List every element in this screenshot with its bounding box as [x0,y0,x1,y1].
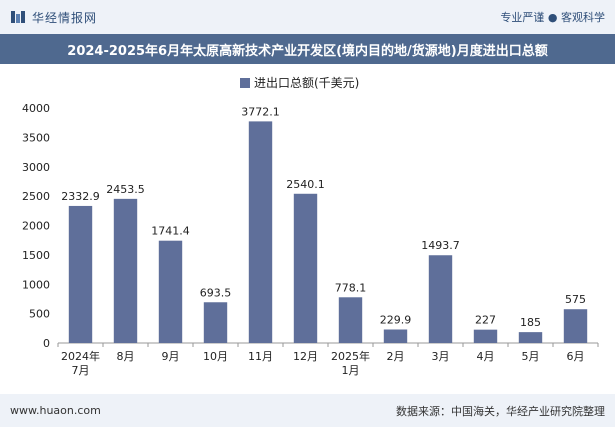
bar [383,329,408,343]
y-tick-label: 3000 [22,161,50,174]
bar [248,121,273,343]
brand-name: 华经情报网 [32,10,98,25]
bar [158,240,183,343]
y-tick-label: 2000 [22,220,50,233]
x-tick-label: 1月 [342,364,360,377]
bar [338,297,363,343]
bar [518,332,543,343]
site-url: www.huaon.com [10,404,101,417]
x-tick-label: 2025年 [331,349,370,363]
footer: www.huaon.com 数据来源：中国海关，华经产业研究院整理 [0,394,615,427]
data-label: 3772.1 [241,105,280,118]
bar [203,302,228,343]
x-tick-label: 10月 [203,350,228,363]
data-source: 数据来源：中国海关，华经产业研究院整理 [396,404,605,418]
data-label: 2540.1 [286,178,325,191]
data-label: 227 [475,314,496,327]
x-tick-label: 4月 [477,350,495,363]
bar [293,193,318,343]
bar [68,205,93,343]
bar-chart: 进出口总额(千美元) 0 500 1000 1500 2000 2500 3000 3500 40… [22,76,599,377]
chart-title: 2024-2025年6月年太原高新技术产业开发区(境内目的地/货源地)月度进出口… [0,34,615,64]
data-label: 185 [520,316,541,329]
slogan: 专业严谨 ● 客观科学 [500,11,605,24]
data-label: 2453.5 [106,183,145,196]
y-tick-label: 1000 [22,278,50,291]
data-label: 1741.4 [151,225,190,238]
x-tick-label: 2月 [387,350,405,363]
x-tick-label: 6月 [567,350,585,363]
bar [428,255,453,343]
x-tick-label: 5月 [522,350,540,363]
data-label: 229.9 [380,313,412,326]
data-label: 575 [565,293,586,306]
y-tick-label: 3500 [22,131,50,144]
y-tick-label: 500 [29,308,50,321]
x-tick-label: 11月 [248,350,273,363]
x-tick-label: 3月 [432,350,450,363]
y-tick-label: 1500 [22,249,50,262]
x-tick-label: 7月 [72,364,90,377]
top-banner: 华经情报网 专业严谨 ● 客观科学 [0,0,615,34]
bar [563,309,588,343]
bar [113,198,138,343]
brand: 华经情报网 [10,9,97,26]
x-tick-label: 12月 [293,350,318,363]
y-tick-label: 2500 [22,190,50,203]
bar [473,329,498,343]
data-label: 778.1 [335,281,367,294]
x-tick-label: 2024年 [61,349,100,363]
legend-label: 进出口总额(千美元) [254,76,359,90]
y-tick-label: 4000 [22,102,50,115]
x-tick-label: 8月 [117,350,135,363]
brand-logo-icon [11,11,25,23]
legend-swatch [240,78,250,88]
x-tick-label: 9月 [162,350,180,363]
y-tick-label: 0 [43,337,50,350]
data-label: 1493.7 [421,239,460,252]
chart-area: 进出口总额(千美元) 0 500 1000 1500 2000 2500 3000 3500 40… [0,66,615,392]
data-label: 693.5 [200,286,232,299]
data-label: 2332.9 [61,190,100,203]
